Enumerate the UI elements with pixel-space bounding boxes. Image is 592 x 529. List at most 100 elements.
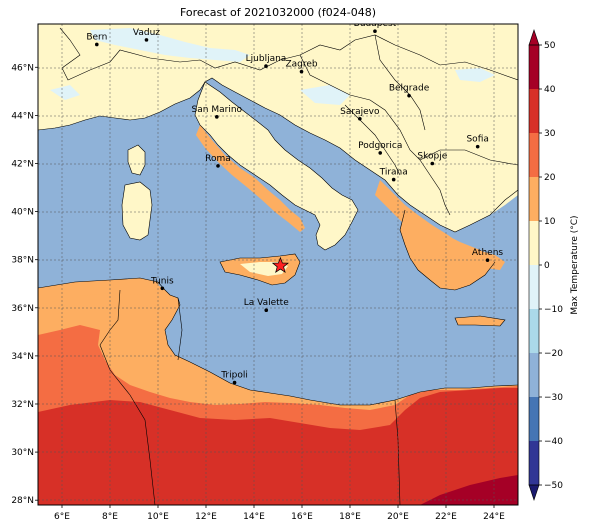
city-label: Skopje [417, 151, 447, 161]
lat-tick-label: 46°N [11, 63, 34, 73]
map-title: Forecast of 2021032000 (f024-048) [179, 6, 377, 19]
colorbar-segment [529, 309, 539, 353]
lat-tick-label: 28°N [11, 496, 34, 506]
africa-extreme-land [420, 475, 518, 505]
colorbar-tick-label: 30 [544, 129, 556, 139]
city-dot [299, 69, 304, 74]
alps-cold-area [90, 28, 250, 62]
italy-land [195, 82, 358, 250]
lon-tick-label: 22°E [435, 512, 457, 522]
colorbar-segment [529, 397, 539, 441]
colorbar-segment [529, 265, 539, 309]
city-label: Budapest [354, 19, 397, 29]
lon-tick-label: 6°E [54, 512, 70, 522]
africa-coast-warm [38, 278, 160, 305]
lat-tick-label: 30°N [11, 448, 34, 458]
city-dot [475, 144, 480, 149]
lon-tick-label: 16°E [291, 512, 313, 522]
city-dot [144, 38, 149, 42]
star-marker [271, 256, 289, 274]
city-dot [215, 115, 219, 119]
city-label: Belgrade [389, 84, 430, 94]
city-label: Tunis [150, 276, 174, 286]
city-label: Podgorica [358, 141, 402, 151]
lat-tick-label: 36°N [11, 304, 34, 314]
city-dot [95, 42, 99, 47]
colorbar: 50 40 30 20 10 0 −10 −20 −30 −40 −50 [528, 29, 563, 501]
city-label: Tripoli [220, 371, 248, 381]
northern-cold-area [50, 85, 80, 100]
eastern-balkan-warm [412, 148, 518, 225]
colorbar-label: Max Temperature (°C) [570, 215, 580, 315]
colorbar-tick-label: −30 [544, 393, 563, 403]
colorbar-segment [529, 221, 539, 265]
city-label: Zagreb [285, 60, 317, 70]
city-dot [391, 177, 396, 182]
greece-land [400, 210, 495, 290]
city-dot [216, 164, 220, 168]
colorbar-tick-label: 50 [544, 41, 556, 51]
lon-tick-label: 8°E [102, 512, 118, 522]
city-label: Sarajevo [340, 107, 380, 117]
forecast-location-marker [271, 256, 289, 274]
gridlines [38, 24, 518, 505]
city-label: La Valette [244, 298, 289, 308]
lon-tick-label: 20°E [387, 512, 409, 522]
sardinia-land [122, 182, 152, 240]
city-dot [358, 116, 362, 121]
lat-tick-label: 40°N [11, 208, 34, 218]
colorbar-segment [529, 45, 539, 89]
city-label: San Marino [192, 105, 243, 115]
colorbar-segment [529, 133, 539, 177]
city-dot [264, 308, 269, 312]
crete-island [455, 316, 505, 326]
colorbar-tick-label: 10 [544, 217, 556, 227]
city-dot [373, 29, 377, 34]
city-label: Sofia [466, 135, 488, 145]
colorbar-segment [529, 441, 539, 485]
italy-west-coast-warm [196, 125, 305, 232]
corsica-land [128, 145, 145, 175]
lat-tick-label: 34°N [11, 352, 34, 362]
lon-tick-label: 18°E [339, 512, 361, 522]
colorbar-tick-label: −40 [544, 437, 563, 447]
city-label: Tirana [379, 168, 408, 178]
city-label: Athens [472, 248, 503, 258]
colorbar-tick-label: −50 [544, 481, 563, 491]
city-dot [264, 64, 268, 68]
lat-tick-label: 32°N [11, 400, 34, 410]
lat-tick-label: 44°N [11, 111, 34, 121]
carpathian-cold-area [455, 68, 495, 82]
colorbar-segment [529, 177, 539, 221]
lat-tick-label: 42°N [11, 159, 34, 169]
colorbar-tick-label: 20 [544, 173, 556, 183]
city-label: Bern [86, 32, 107, 42]
lon-tick-label: 14°E [243, 512, 265, 522]
colorbar-segment [529, 353, 539, 397]
city-dot [160, 286, 165, 291]
colorbar-tick-label: 0 [544, 261, 550, 271]
lon-tick-label: 10°E [147, 512, 169, 522]
map-frame [37, 23, 519, 506]
city-dot [430, 161, 435, 166]
colorbar-tick-label: −20 [544, 349, 563, 359]
city-label: Ljubljana [246, 54, 287, 64]
balkan-cold-area [300, 85, 350, 105]
lat-tick-label: 38°N [11, 256, 34, 266]
lon-tick-label: 24°E [483, 512, 505, 522]
colorbar-extend-bottom [528, 484, 540, 501]
city-dot [232, 380, 237, 385]
axis-ticks: 6°E 8°E 10°E 12°E 14°E 16°E 18°E 20°E 22°E 24°E 28… [11, 63, 505, 522]
colorbar-segment [529, 89, 539, 133]
city-dot [407, 93, 411, 98]
colorbar-tick-label: −10 [544, 305, 563, 315]
colorbar-tick-label: 40 [544, 85, 556, 95]
lon-tick-label: 12°E [195, 512, 217, 522]
city-dot [378, 151, 383, 155]
colorbar-extend-top [528, 29, 540, 46]
city-dot [485, 258, 490, 262]
city-label: Roma [205, 154, 231, 164]
